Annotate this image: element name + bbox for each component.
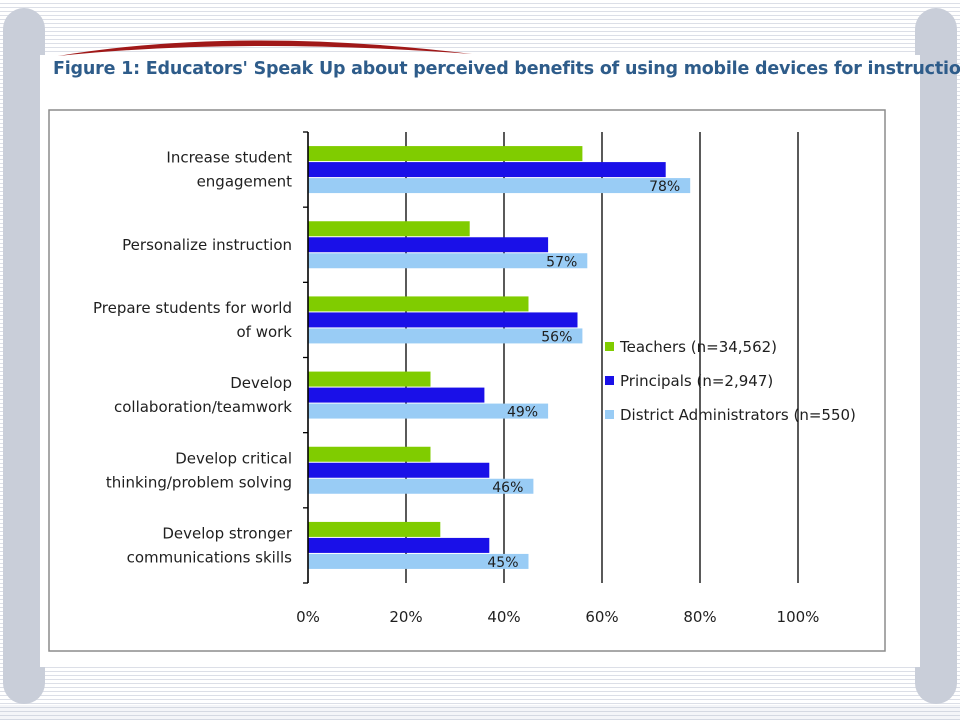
category-label: Develop critical [175,449,292,467]
legend-label: Teachers (n=34,562) [619,338,777,356]
legend-label: Principals (n=2,947) [620,372,773,390]
bars [308,146,691,569]
bar [308,328,583,344]
bar [308,446,431,462]
bar [308,221,470,237]
category-label: engagement [197,173,293,191]
bar [308,312,578,328]
category-label: thinking/problem solving [106,473,292,491]
data-label: 49% [507,405,538,421]
legend-label: District Administrators (n=550) [620,406,856,424]
category-label: communications skills [127,548,293,566]
bar [308,537,490,553]
x-tick-label: 0% [296,608,320,626]
x-tick-label: 100% [777,608,820,626]
data-label: 46% [492,480,523,496]
right-scroll-pillar [915,8,957,704]
data-label: 45% [487,555,518,571]
left-scroll-pillar [3,8,45,704]
labels: 0% 20% 40% 60% 80% 100% 78% Increase student eng… [93,149,819,626]
bottom-decor-band [0,705,960,720]
data-label: 56% [541,329,572,345]
bar [308,237,549,253]
bar [308,296,529,312]
category-label: of work [236,323,292,341]
figure-title: Figure 1: Educators' Speak Up about perc… [53,59,960,79]
swoosh-shape [58,40,472,56]
category-label: Develop [230,374,292,392]
bar [308,146,583,162]
bar [308,553,529,569]
legend: Teachers (n=34,562) Principals (n=2,947) D… [605,338,856,424]
bar [308,521,441,537]
category-label: Personalize instruction [122,236,292,254]
x-tick-label: 20% [389,608,422,626]
category-label: Prepare students for world [93,299,292,317]
bar [308,403,549,419]
gridlines [405,132,799,583]
bar [308,462,490,478]
x-tick-label: 40% [487,608,520,626]
data-label: 78% [649,179,680,195]
bar [308,162,666,178]
bar [308,253,588,269]
axes [303,131,309,584]
x-tick-label: 60% [585,608,618,626]
legend-swatch [605,376,614,385]
data-label: 57% [546,254,577,270]
bar [308,178,691,194]
bar [308,387,485,403]
category-label: Develop stronger [162,524,292,542]
legend-swatch [605,410,614,419]
bar [308,371,431,387]
legend-swatch [605,342,614,351]
category-label: collaboration/teamwork [114,398,292,416]
category-label: Increase student [166,149,292,167]
x-tick-label: 80% [683,608,716,626]
bar [308,478,534,494]
red-swoosh-decoration [58,40,472,56]
